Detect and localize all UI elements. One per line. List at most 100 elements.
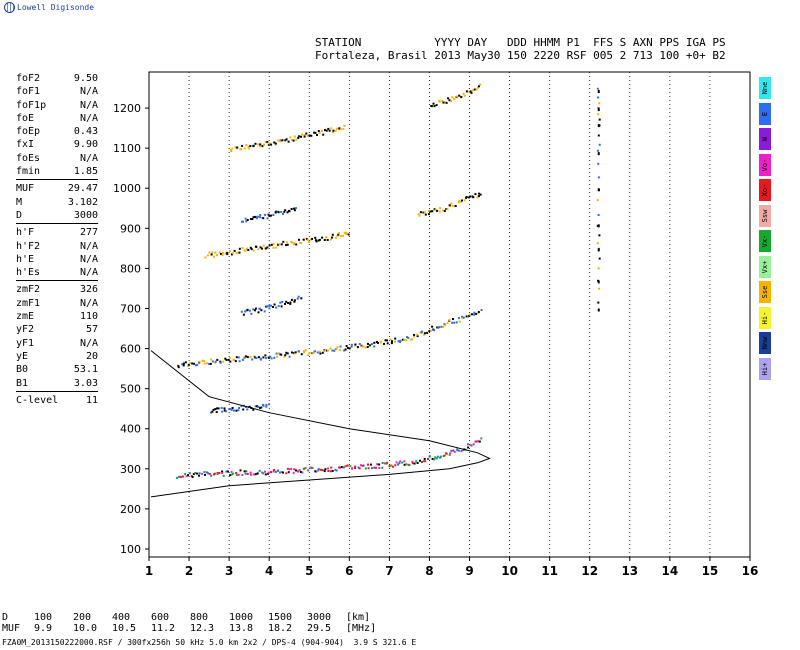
legend-label: Nnw: [761, 336, 769, 350]
trace-point: [448, 204, 451, 207]
trace-point: [358, 343, 361, 345]
trace-point: [284, 354, 287, 357]
trace-point: [256, 215, 259, 218]
trace-point: [252, 249, 255, 252]
trace-point: [321, 469, 324, 472]
trace-point: [191, 362, 194, 365]
param-value: 9.50: [73, 73, 98, 84]
param-row: yF2 57: [16, 323, 98, 336]
trace-point: [358, 467, 361, 470]
trace-point: [178, 475, 181, 478]
lowell-digisonde-logo: Lowell Digisonde: [4, 2, 94, 13]
param-value: N/A: [79, 337, 98, 349]
param-label: h'F: [16, 227, 35, 239]
plot-frame: [148, 71, 751, 558]
trace-point: [265, 405, 268, 408]
trace-point: [233, 358, 236, 361]
trace-point: [312, 352, 315, 355]
trace-point: [596, 149, 599, 152]
trace-point: [471, 89, 474, 92]
distance-cell: [km]: [346, 612, 371, 623]
param-value: 326: [79, 284, 98, 296]
trace-point: [433, 329, 436, 332]
param-value: 3.102: [67, 196, 98, 208]
trace-point: [306, 134, 309, 137]
trace-point: [238, 251, 241, 254]
trace-point: [597, 107, 600, 109]
trace-point: [342, 128, 345, 130]
trace-point: [445, 101, 448, 104]
trace-point: [225, 470, 228, 473]
trace-point: [268, 214, 271, 217]
trace-point: [226, 253, 229, 256]
param-value: 57: [85, 324, 98, 336]
trace-point: [280, 471, 283, 474]
param-label: zmE: [16, 311, 35, 323]
distance-cell: 100: [34, 612, 53, 623]
trace-point: [389, 338, 392, 341]
legend-swatch-hi: Hi+: [759, 357, 771, 380]
param-value: 1.85: [73, 166, 98, 178]
trace-point: [323, 350, 326, 353]
trace-point: [247, 146, 250, 148]
trace-point: [371, 467, 373, 470]
param-row: foEs N/A: [16, 152, 98, 165]
trace-point: [337, 233, 340, 236]
trace-point: [222, 360, 225, 363]
scaled-parameters-panel: foF2 9.50 foF1 N/A foF1p N/A foE N/A foEp 0.43 fxI…: [16, 72, 98, 407]
trace-point: [266, 305, 269, 308]
param-row: D 3000: [16, 209, 98, 222]
trace-point: [597, 280, 600, 284]
trace-point: [204, 256, 207, 259]
trace-point: [316, 351, 319, 354]
trace-point: [211, 360, 214, 363]
trace-point: [458, 94, 461, 97]
trace-point: [251, 218, 254, 221]
muf-cell: 13.8: [229, 623, 254, 634]
trace-point: [468, 314, 471, 317]
trace-point: [409, 338, 412, 341]
trace-point: [330, 466, 333, 469]
trace-point: [339, 345, 342, 348]
trace-point: [187, 365, 190, 368]
trace-point: [238, 407, 241, 409]
param-value: 11: [85, 394, 98, 406]
trace-point: [433, 208, 436, 211]
trace-point: [235, 473, 238, 476]
y-tick-label: 800: [120, 262, 141, 275]
trace-point: [403, 460, 406, 463]
trace-point: [224, 252, 227, 255]
param-value: N/A: [79, 86, 98, 98]
trace-point: [423, 211, 426, 214]
trace-point: [286, 243, 289, 246]
trace-point: [596, 87, 599, 90]
trace-point: [346, 347, 349, 349]
trace-point: [194, 472, 197, 474]
legend-label: Nne: [761, 81, 769, 95]
trace-point: [416, 462, 419, 464]
trace-point: [443, 454, 446, 457]
trace-point: [293, 352, 296, 355]
trace-point: [231, 147, 234, 150]
trace-point: [394, 337, 397, 340]
trace-point: [264, 247, 267, 250]
trace-point: [254, 473, 257, 476]
trace-point: [232, 472, 235, 475]
x-tick-label: 14: [662, 564, 679, 578]
trace-point: [257, 311, 260, 314]
trace-point: [597, 162, 600, 165]
trace-point: [318, 131, 321, 134]
trace-point: [339, 128, 342, 131]
muf-cell: 12.3: [190, 623, 215, 634]
trace-point: [242, 313, 245, 316]
trace-point: [460, 95, 463, 98]
trace-point: [214, 251, 217, 254]
trace-point: [343, 349, 346, 352]
trace-point: [367, 467, 370, 470]
trace-point: [308, 240, 311, 243]
trace-point: [469, 195, 472, 198]
param-separator: [16, 280, 98, 282]
trace-point: [239, 469, 242, 472]
trace-point: [270, 357, 273, 360]
trace-point: [465, 90, 468, 93]
